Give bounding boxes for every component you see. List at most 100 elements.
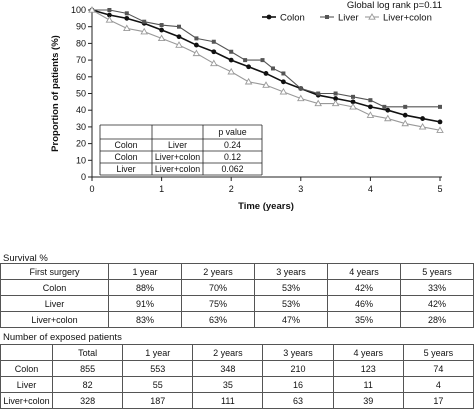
data-point-colon <box>246 64 252 70</box>
inset-cell: Liver <box>116 164 135 174</box>
data-point-liver <box>243 58 248 63</box>
data-point-liver <box>124 11 129 16</box>
exposed-table: Total 1 year 2 years 3 years 4 years 5 years C… <box>0 344 474 409</box>
data-point-liver <box>177 24 181 29</box>
exposed-header-cell: 4 years <box>332 344 404 361</box>
data-point-liver-colon <box>279 87 288 95</box>
data-point-colon <box>350 99 356 105</box>
exposed-cell: Colon <box>0 360 53 377</box>
legend-marker-colon <box>266 14 272 20</box>
data-point-colon <box>228 57 234 63</box>
y-tick-label: 60 <box>76 72 86 82</box>
data-point-liver-colon <box>314 99 322 107</box>
exposed-cell: 39 <box>332 392 404 409</box>
survival-header-cell: 1 year <box>108 263 182 280</box>
data-point-liver-colon <box>175 41 183 48</box>
inset-cell: Colon <box>115 140 138 150</box>
exposed-cell: 855 <box>51 360 124 377</box>
data-point-liver <box>194 36 199 41</box>
log-rank-annotation: Global log rank p=0.11 <box>347 0 442 11</box>
survival-cell: Liver <box>0 295 109 312</box>
survival-cell: 53% <box>254 295 328 312</box>
survival-cell: 83% <box>108 311 182 328</box>
exposed-header-cell: 5 years <box>402 344 474 361</box>
survival-cell: 28% <box>400 311 474 328</box>
legend-label-colon: Colon <box>280 13 305 24</box>
legend-marker-liver-colon <box>368 13 376 20</box>
data-point-liver <box>142 19 147 24</box>
survival-cell: 70% <box>181 279 255 296</box>
data-point-colon <box>420 116 425 121</box>
y-tick-label: 70 <box>76 55 86 65</box>
exposed-cell: 4 <box>402 376 474 393</box>
data-point-colon <box>107 12 112 18</box>
exposed-cell: Liver+colon <box>0 392 53 409</box>
data-point-liver <box>438 104 442 109</box>
data-point-liver-colon <box>331 99 340 107</box>
data-point-liver <box>316 91 321 96</box>
exposed-row: Colon 855 553 348 210 123 74 <box>0 360 474 377</box>
exposed-header-row: Total 1 year 2 years 3 years 4 years 5 years <box>0 344 474 361</box>
exposed-header-cell: 3 years <box>262 344 334 361</box>
y-tick-label: 40 <box>76 105 86 115</box>
survival-header-cell: 2 years <box>181 263 255 280</box>
data-point-liver <box>159 23 164 28</box>
y-tick-label: 90 <box>76 22 86 32</box>
x-tick-label: 3 <box>298 184 303 194</box>
data-point-liver-colon <box>436 126 444 133</box>
data-point-liver <box>403 104 408 109</box>
data-point-liver <box>382 104 387 109</box>
survival-chart: 0 10 20 30 40 50 60 70 80 90 100 0 1 2 3 4 5 Time (years)… <box>50 0 444 212</box>
data-point-colon <box>368 104 373 110</box>
survival-row: Liver+colon 83% 63% 47% 35% 28% <box>0 311 474 328</box>
exposed-row: Liver+colon 328 187 111 63 39 17 <box>0 392 474 409</box>
exposed-cell: 111 <box>192 392 264 409</box>
x-tick-label: 0 <box>89 184 94 194</box>
data-point-liver <box>351 94 355 99</box>
data-point-colon <box>263 71 269 76</box>
x-axis-label: Time (years) <box>238 201 294 212</box>
data-point-liver-colon <box>384 114 392 122</box>
exposed-cell: 63 <box>262 392 334 409</box>
exposed-cell: Liver <box>0 376 53 393</box>
data-point-liver-colon <box>297 94 305 102</box>
data-point-liver-colon <box>105 16 114 23</box>
survival-header-cell: 4 years <box>327 263 401 280</box>
survival-table: First surgery 1 year 2 years 3 years 4 years… <box>0 263 474 328</box>
data-point-liver <box>298 86 303 91</box>
exposed-cell: 16 <box>262 376 334 393</box>
x-tick-label: 1 <box>159 184 164 194</box>
data-point-liver-colon <box>244 77 253 85</box>
survival-row: Liver 91% 75% 53% 46% 42% <box>0 295 474 312</box>
survival-header-cell: 5 years <box>400 263 474 280</box>
data-point-colon <box>159 27 165 33</box>
exposed-cell: 82 <box>51 376 124 393</box>
data-point-liver-colon <box>140 27 148 35</box>
data-point-liver <box>107 8 112 12</box>
x-tick-label: 2 <box>229 184 234 194</box>
survival-table-title: Survival % <box>3 253 48 264</box>
data-point-liver-colon <box>192 49 201 57</box>
legend-label-liver: Liver <box>338 13 359 24</box>
data-point-colon <box>402 112 408 118</box>
data-point-liver <box>333 91 338 96</box>
survival-cell: 63% <box>181 311 255 328</box>
data-point-liver-colon <box>418 122 427 130</box>
exposed-cell: 187 <box>122 392 194 409</box>
inset-cell: Liver <box>168 140 187 150</box>
data-point-liver-colon <box>349 102 357 110</box>
series-line-colon <box>91 9 441 123</box>
y-tick-label: 50 <box>76 89 86 99</box>
data-point-liver <box>229 49 234 54</box>
y-axis-label: Proportion of patients (%) <box>50 35 61 152</box>
survival-cell: 33% <box>400 279 474 296</box>
data-point-liver-colon <box>401 119 409 127</box>
survival-cell: 46% <box>327 295 401 312</box>
legend-marker-liver <box>325 15 329 19</box>
data-point-colon <box>211 49 217 55</box>
inset-cell: Liver+colon <box>155 152 200 162</box>
data-point-colon <box>385 107 391 113</box>
exposed-cell: 11 <box>332 376 404 393</box>
exposed-header-cell <box>0 344 53 361</box>
inset-cell: 0.24 <box>224 140 241 150</box>
